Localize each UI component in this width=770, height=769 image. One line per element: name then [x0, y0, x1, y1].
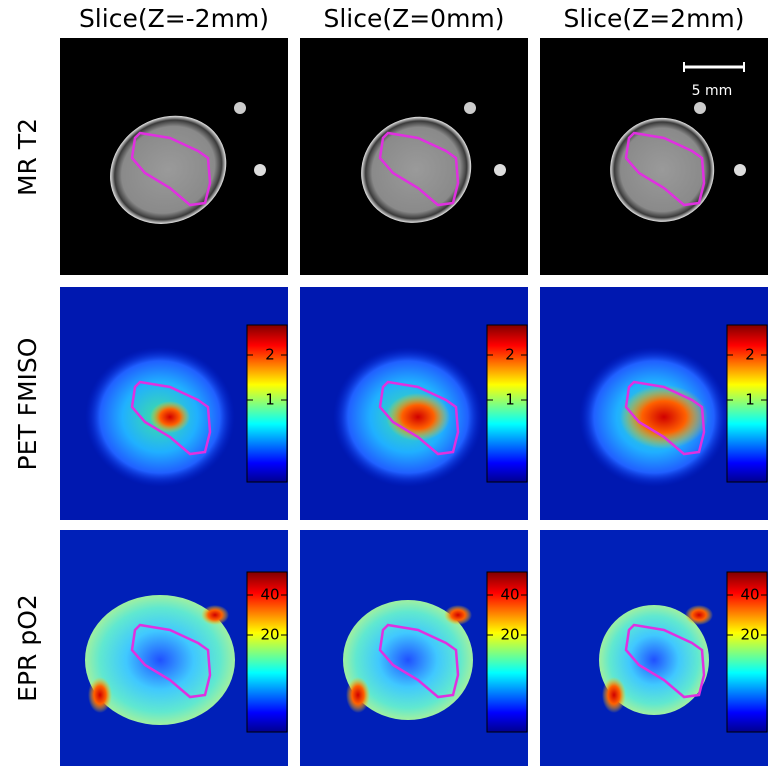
colorbar-tick-label: 2: [745, 346, 755, 364]
colorbar-tick-label: 2: [265, 346, 275, 364]
colorbar-tick-label: 40: [500, 586, 519, 604]
mr-marker: [734, 164, 746, 176]
mr-marker: [464, 102, 476, 114]
tumor-contour: [130, 380, 212, 456]
mr-tissue: [610, 117, 715, 222]
mr-tissue: [361, 116, 472, 223]
scale-bar: 5 mm: [683, 62, 745, 99]
epr-hotspot: [201, 605, 229, 625]
row-label: MR T2: [13, 118, 42, 196]
column-title: Slice(Z=0mm): [323, 4, 504, 33]
colorbar-tick-label: 2: [505, 346, 515, 364]
colorbar-tick-label: 1: [265, 391, 275, 409]
tumor-contour: [624, 131, 706, 207]
mr-marker: [234, 102, 246, 114]
epr-hotspot: [685, 605, 713, 625]
tumor-contour: [378, 623, 460, 699]
tumor-contour: [624, 380, 706, 456]
mr-marker: [254, 164, 266, 176]
colorbar-tick-label: 1: [505, 391, 515, 409]
epr-hotspot: [602, 677, 626, 713]
colorbar: [486, 324, 528, 483]
image-panel: 21: [540, 287, 768, 520]
epr-map: [599, 605, 709, 715]
colorbar: [486, 571, 528, 733]
tumor-contour: [378, 380, 460, 456]
column-title: Slice(Z=-2mm): [79, 4, 269, 33]
pet-hotspot: [150, 401, 190, 433]
pet-hotspot: [386, 393, 450, 441]
column-title: Slice(Z=2mm): [563, 4, 744, 33]
pet-hotspot: [620, 385, 708, 449]
colorbar-tick-label: 20: [500, 626, 519, 644]
image-panel: [60, 38, 288, 275]
epr-map: [85, 595, 235, 725]
row-label: EPR pO2: [13, 594, 42, 702]
row-label: PET FMISO: [13, 338, 42, 471]
colorbar: [726, 571, 768, 733]
image-panel: [540, 38, 768, 275]
tumor-contour: [378, 131, 460, 207]
epr-hotspot: [88, 677, 112, 713]
scale-bar-label: 5 mm: [692, 83, 733, 99]
colorbar-tick-label: 40: [740, 586, 759, 604]
colorbar: [246, 571, 288, 733]
colorbar-tick-label: 20: [740, 626, 759, 644]
tumor-contour: [624, 623, 706, 699]
image-panel: 21: [300, 287, 528, 520]
mr-tissue: [110, 115, 227, 224]
image-panel: 40 20: [540, 530, 768, 766]
colorbar: [726, 324, 768, 483]
tumor-contour: [130, 623, 212, 699]
image-panel: 40 20: [60, 530, 288, 766]
image-panel: [300, 38, 528, 275]
colorbar-tick-label: 40: [260, 586, 279, 604]
image-panel: 21: [60, 287, 288, 520]
epr-map: [343, 600, 473, 720]
tumor-contour: [130, 131, 212, 207]
mr-marker: [494, 164, 506, 176]
colorbar-tick-label: 20: [260, 626, 279, 644]
epr-hotspot: [346, 677, 370, 713]
colorbar-tick-label: 1: [745, 391, 755, 409]
epr-hotspot: [444, 605, 472, 625]
image-panel: 40 20: [300, 530, 528, 766]
mr-marker: [694, 102, 706, 114]
colorbar: [246, 324, 288, 483]
